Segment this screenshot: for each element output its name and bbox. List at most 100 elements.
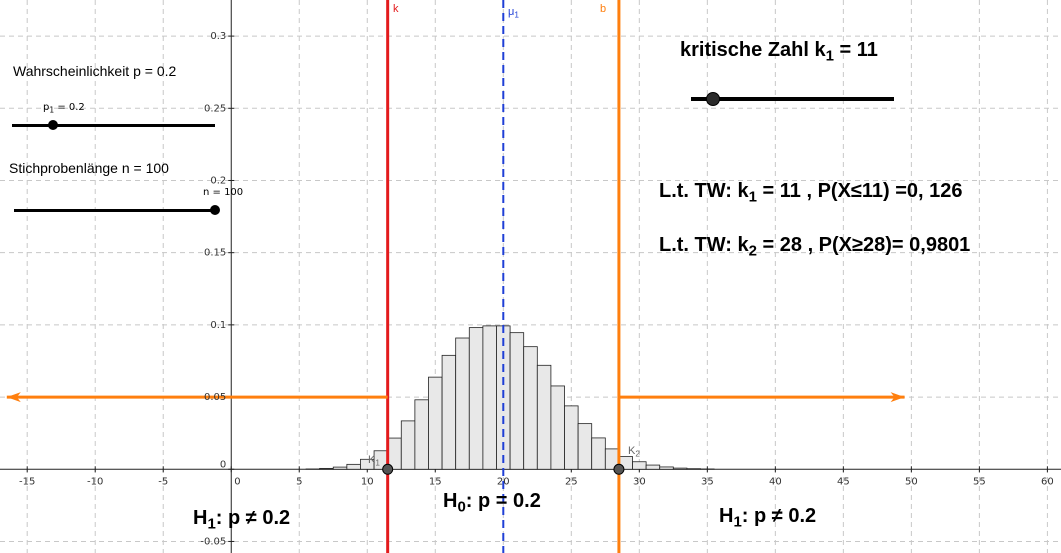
y-tick-label: 0.3 [210, 31, 226, 42]
tw-k2-subscript: 2 [748, 242, 757, 260]
histogram-bar [523, 346, 538, 470]
h1-right-statement: : p ≠ 0.2 [741, 505, 817, 527]
region-arrow-head [890, 392, 905, 403]
slider-k-title-text: kritische Zahl k [680, 39, 826, 61]
x-tick-label: 15 [429, 476, 442, 487]
mu-line-label: μ1 [508, 6, 519, 19]
tick-labels: -15 -10 -5 0 5 10 15 20 25 30 35 40 45 50 55 60-0.0500.… [19, 31, 1054, 547]
histogram-bar [468, 327, 484, 470]
histogram-bar [645, 464, 661, 470]
y-tick-label: 0.05 [204, 392, 226, 403]
y-tick-label: 0.1 [210, 320, 226, 331]
tw-k2-value: = 28 , P(X≥28)= 0,9801 [756, 234, 971, 256]
histogram-bar [550, 385, 565, 470]
tw-k1-value: = 11 , P(X≤11) =0, 126 [756, 180, 963, 202]
histogram-bar [455, 337, 470, 470]
slider-p-caption-letter: p [43, 102, 50, 113]
slider-n-handle[interactable] [210, 205, 220, 215]
point-k2[interactable] [613, 463, 625, 475]
histogram-bar [441, 354, 457, 470]
y-tick-label: -0.05 [200, 536, 226, 547]
point-k1-label: K1 [368, 454, 380, 467]
histogram-bar [632, 461, 647, 470]
slider-p-handle[interactable] [47, 120, 58, 130]
histogram-bar [591, 437, 606, 470]
histogram-bar [686, 468, 701, 470]
point-k2-letter: K [628, 445, 636, 457]
histogram-bar [482, 325, 497, 470]
y-tick-label: 0.25 [204, 103, 226, 114]
point-k2-subscript: 2 [635, 449, 640, 459]
h0-statement: : p = 0.2 [465, 490, 541, 512]
histogram-bar [400, 420, 416, 470]
h0-subscript: 0 [457, 498, 466, 516]
x-tick-label: 40 [769, 476, 782, 487]
slider-k-title-value: = 11 [833, 39, 878, 61]
slider-k-track[interactable] [691, 97, 894, 101]
tw-k1-text: L.t. TW: k1 = 11 , P(X≤11) =0, 126 [659, 180, 963, 206]
point-k1[interactable] [382, 463, 394, 475]
x-tick-label: 5 [296, 476, 302, 487]
region-arrows [6, 392, 905, 403]
x-tick-label: -15 [19, 476, 35, 487]
slider-p-caption-value: = 0.2 [54, 102, 85, 113]
x-tick-label: 35 [701, 476, 714, 487]
mu-subscript: 1 [514, 10, 519, 20]
slider-k-handle[interactable] [706, 92, 721, 106]
h1-right-subscript: 1 [733, 513, 742, 531]
x-tick-label: 0 [234, 476, 240, 487]
slider-p-track[interactable] [12, 124, 215, 127]
histogram-bar [672, 467, 688, 470]
y-tick-label: 0 [220, 459, 226, 470]
y-tick-label: 0.2 [210, 175, 226, 186]
x-tick-label: -5 [158, 476, 168, 487]
vertical-lines [386, 0, 621, 553]
region-arrow-head [6, 392, 21, 403]
y-tick-label: 0.15 [204, 248, 226, 259]
histogram-bar [536, 364, 552, 470]
slider-p-title: Wahrscheinlichkeit p = 0.2 [13, 63, 177, 79]
histogram-bar [428, 376, 443, 470]
tw-k2-text: L.t. TW: k2 = 28 , P(X≥28)= 0,9801 [659, 234, 970, 260]
b-line-label: b [600, 3, 607, 15]
x-tick-label: 20 [497, 476, 510, 487]
h1-right-label: H1: p ≠ 0.2 [719, 505, 816, 531]
x-tick-label: 50 [905, 476, 918, 487]
h1-left-statement: : p ≠ 0.2 [215, 507, 291, 529]
histogram-bars [305, 325, 715, 470]
h1-left-letter: H [193, 507, 208, 529]
histogram-bar [659, 466, 674, 470]
h0-letter: H [443, 490, 458, 512]
x-tick-label: 10 [361, 476, 374, 487]
critical-points [382, 463, 625, 475]
point-k1-subscript: 1 [375, 458, 380, 468]
slider-n-track[interactable] [14, 209, 215, 212]
slider-k-title: kritische Zahl k1 = 11 [680, 39, 878, 65]
histogram-bar [346, 463, 361, 470]
point-k2-label: K2 [628, 445, 640, 458]
mu-symbol: μ [508, 6, 515, 18]
h1-left-subscript: 1 [207, 515, 216, 533]
x-tick-label: -10 [87, 476, 103, 487]
tw-k1-prefix: L.t. TW: k [659, 180, 749, 202]
slider-k-title-subscript: 1 [825, 47, 834, 65]
point-k1-letter: K [368, 454, 376, 466]
histogram-bar [332, 466, 348, 470]
h1-left-label: H1: p ≠ 0.2 [193, 507, 290, 533]
x-tick-label: 60 [1041, 476, 1054, 487]
histogram-bar [509, 332, 525, 470]
h1-right-letter: H [719, 505, 734, 527]
x-tick-label: 55 [973, 476, 986, 487]
slider-p-caption-subscript: 1 [49, 105, 55, 115]
tw-k1-subscript: 1 [748, 188, 757, 206]
tw-k2-prefix: L.t. TW: k [659, 234, 749, 256]
histogram-bar [564, 405, 579, 470]
x-tick-label: 30 [633, 476, 646, 487]
slider-n-title: Stichprobenlänge n = 100 [9, 160, 169, 176]
slider-p-caption: p1 = 0.2 [43, 102, 85, 114]
x-tick-label: 25 [565, 476, 578, 487]
slider-n-caption: n = 100 [203, 187, 244, 198]
